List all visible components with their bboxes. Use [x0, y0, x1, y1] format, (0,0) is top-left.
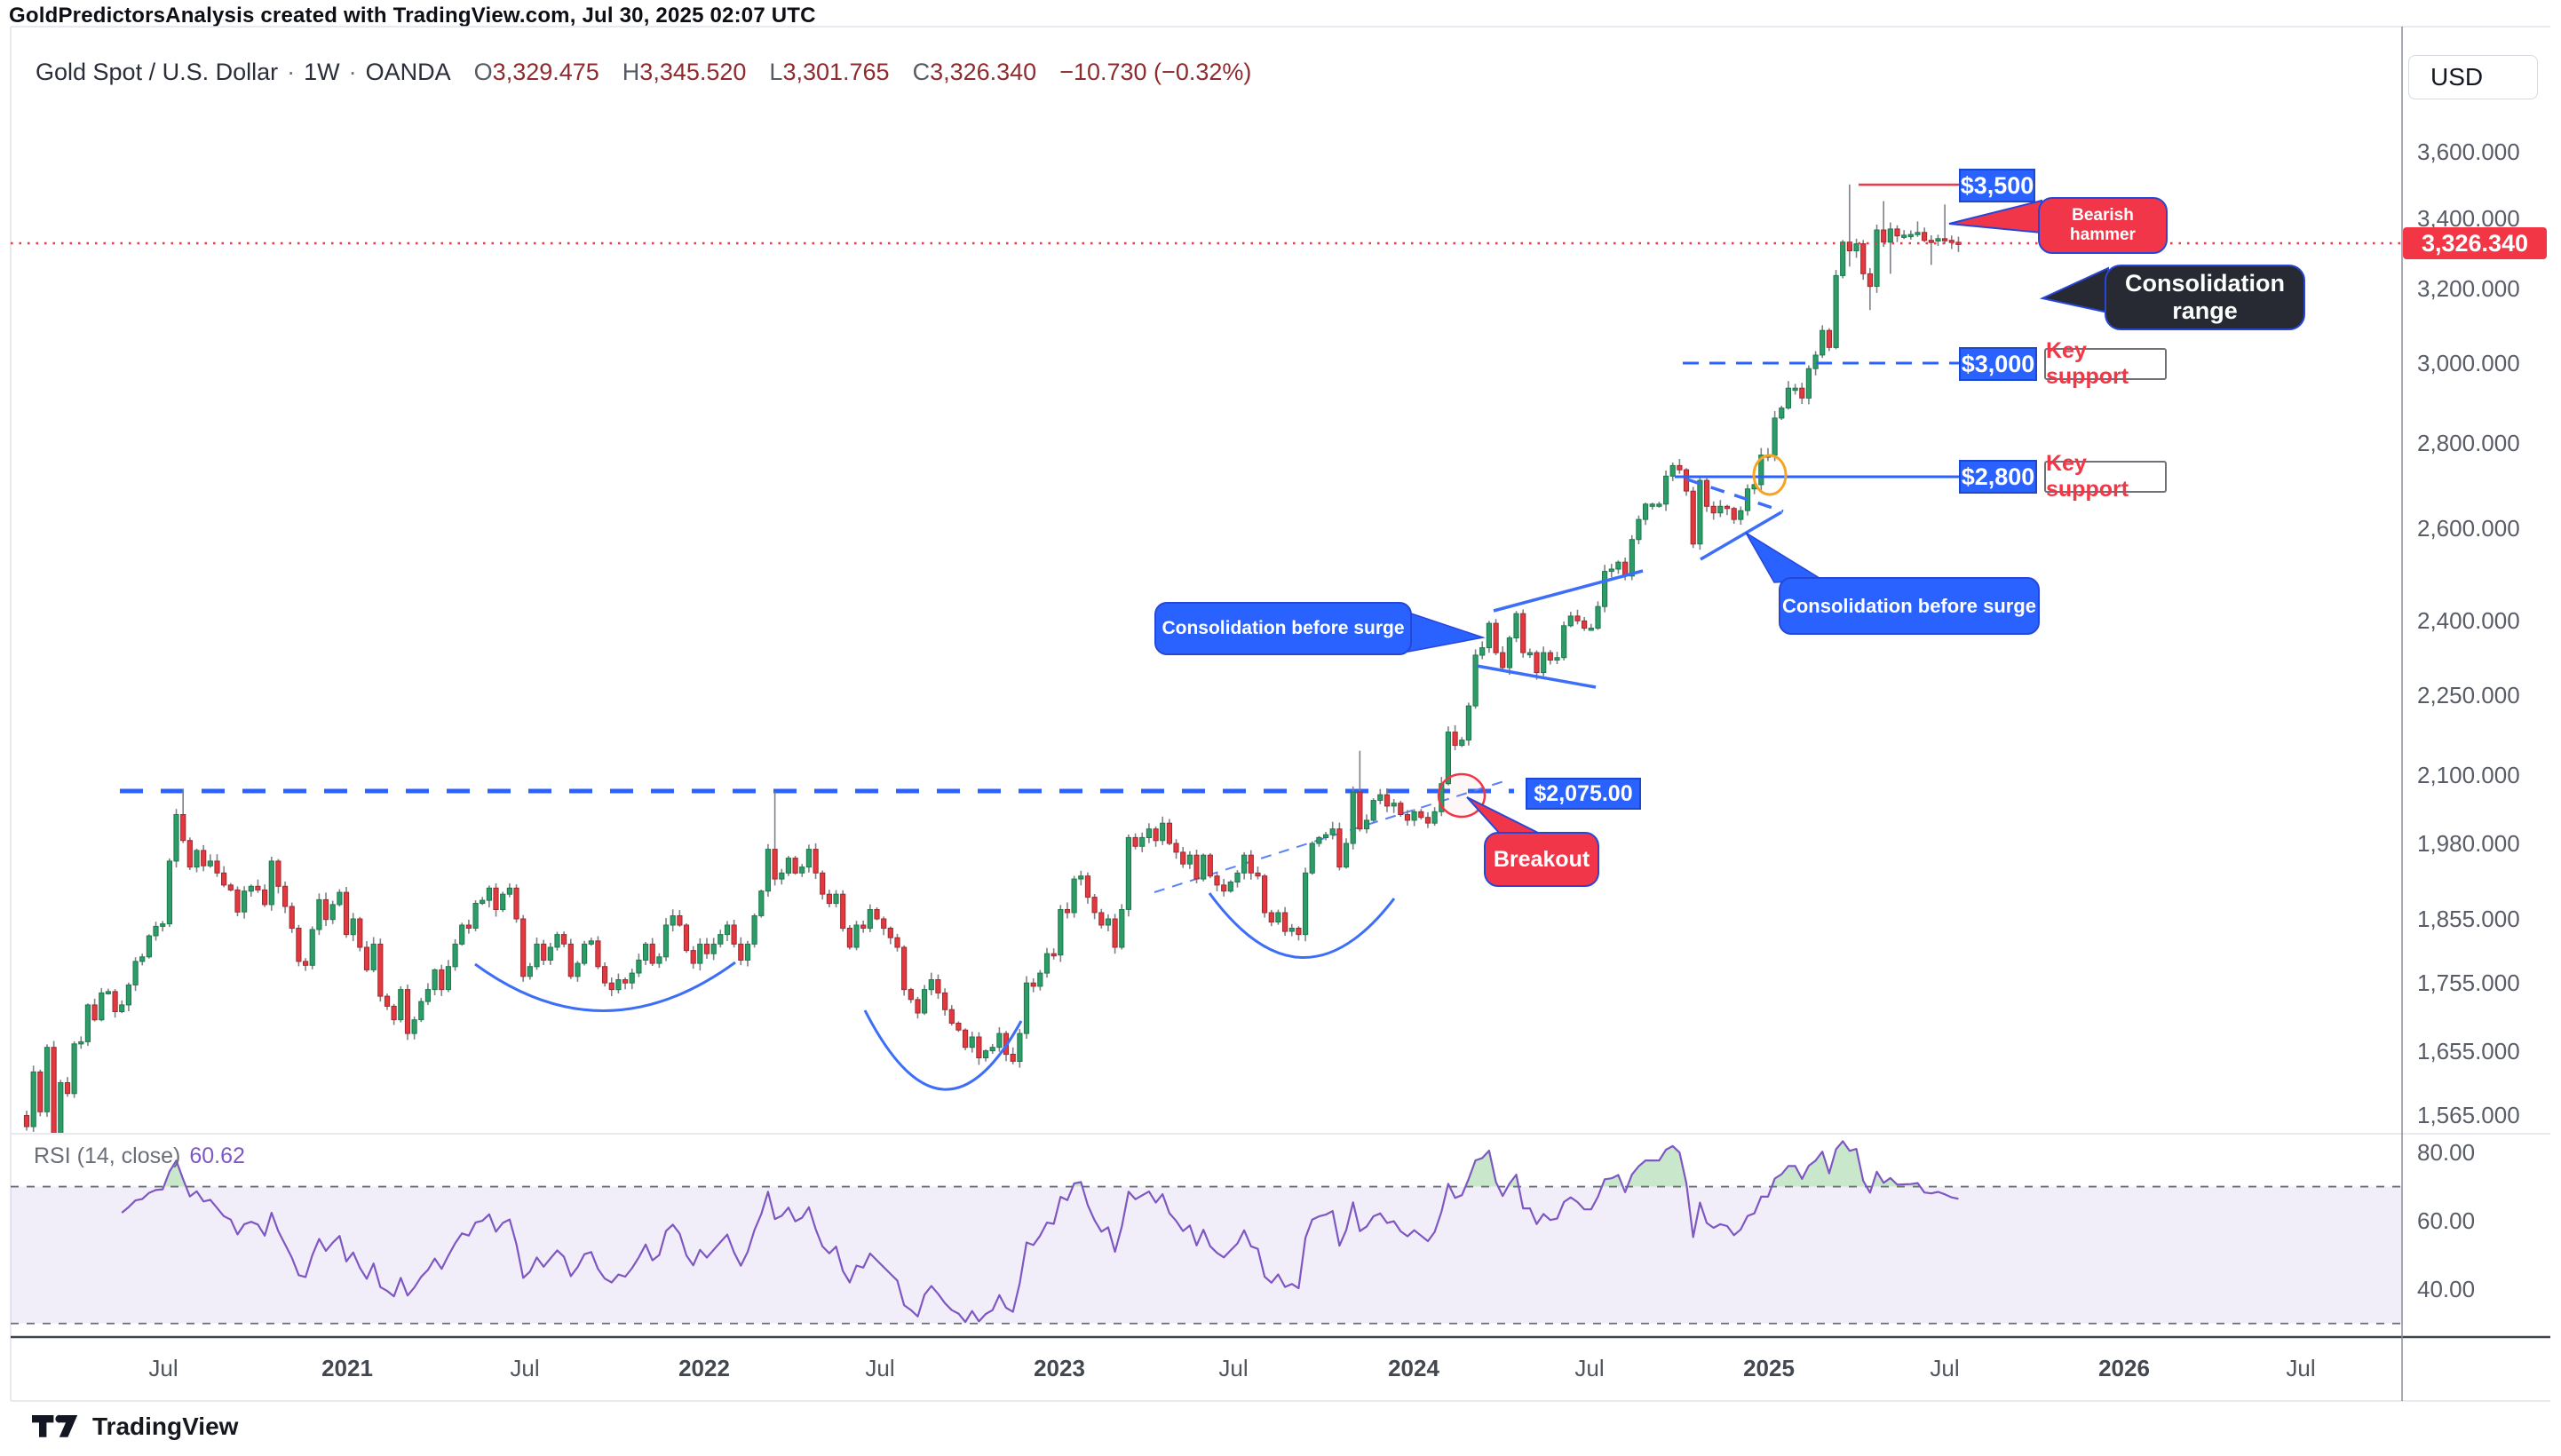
rsi-axis-label: 60.00 [2417, 1207, 2476, 1235]
time-axis-label: Jul [2286, 1355, 2316, 1381]
callout-breakout[interactable]: Breakout [1484, 832, 1599, 887]
attribution-text: GoldPredictorsAnalysis created with Trad… [9, 4, 816, 28]
price-axis-label: 1,565.000 [2417, 1102, 2520, 1129]
price-axis-label: 2,800.000 [2417, 429, 2520, 456]
key-support-2800[interactable]: Key support [2044, 451, 2167, 502]
time-axis-label: Jul [1218, 1355, 1249, 1381]
separator-dot: · [348, 59, 357, 85]
price-label-3000[interactable]: $3,000 [1959, 347, 2037, 381]
time-axis-label: 2022 [678, 1355, 730, 1381]
price-axis-label: 2,100.000 [2417, 762, 2520, 789]
ohlc-close: C3,326.340 [912, 59, 1037, 85]
price-axis-label: 3,200.000 [2417, 274, 2520, 302]
price-axis-label: 3,400.000 [2417, 204, 2520, 232]
callout-consolidation-range[interactable]: Consolidation range [2105, 265, 2305, 330]
price-axis-label: 2,600.000 [2417, 515, 2520, 542]
ohlc-low: L3,301.765 [769, 59, 890, 85]
callout-bearish-hammer[interactable]: Bearish hammer [2038, 197, 2168, 254]
currency-toggle-button[interactable]: USD [2408, 55, 2538, 99]
symbol-title[interactable]: Gold Spot / U.S. Dollar [36, 59, 279, 85]
rsi-axis-label: 80.00 [2417, 1139, 2476, 1166]
time-axis-label: Jul [865, 1355, 895, 1381]
exchange-label: OANDA [365, 59, 451, 85]
price-axis-label: 3,600.000 [2417, 138, 2520, 166]
ohlc-high: H3,345.520 [622, 59, 747, 85]
callout-consolidation-before-surge-2[interactable]: Consolidation before surge [1779, 577, 2040, 635]
rsi-value: 60.62 [189, 1143, 245, 1168]
tradingview-logo[interactable]: TradingView [30, 1408, 238, 1445]
price-label-2800[interactable]: $2,800 [1959, 460, 2037, 494]
interval-label[interactable]: 1W [304, 59, 340, 85]
ohlc-open: O3,329.475 [473, 59, 599, 85]
time-axis-label: 2021 [321, 1355, 373, 1381]
price-label-2075[interactable]: $2,075.00 [1526, 778, 1641, 810]
time-axis-label: 2026 [2098, 1355, 2150, 1381]
key-support-3000[interactable]: Key support [2044, 338, 2167, 389]
time-axis-label: Jul [1930, 1355, 1960, 1381]
rsi-indicator-label[interactable]: RSI (14, close) 60.62 [34, 1143, 245, 1168]
time-axis-label: Jul [148, 1355, 178, 1381]
price-axis-label: 1,980.000 [2417, 830, 2520, 857]
rsi-axis-label: 40.00 [2417, 1276, 2476, 1303]
time-axis-label: 2023 [1034, 1355, 1085, 1381]
callout-consolidation-before-surge-1[interactable]: Consolidation before surge [1154, 602, 1412, 655]
symbol-info-bar: Gold Spot / U.S. Dollar · 1W · OANDA O3,… [36, 59, 1251, 86]
price-axis-label: 2,250.000 [2417, 682, 2520, 709]
time-axis-label: Jul [1574, 1355, 1605, 1381]
separator-dot: · [287, 59, 296, 85]
tradingview-logo-icon [32, 1414, 78, 1437]
price-axis-label: 1,655.000 [2417, 1037, 2520, 1064]
time-axis-label: Jul [510, 1355, 540, 1381]
price-axis-label: 1,755.000 [2417, 969, 2520, 997]
current-price-badge: 3,326.340 [2403, 227, 2547, 259]
time-axis-label: 2024 [1388, 1355, 1439, 1381]
change-value: −10.730 (−0.32%) [1059, 59, 1252, 85]
price-axis-label: 1,855.000 [2417, 905, 2520, 932]
price-label-3500[interactable]: $3,500 [1959, 169, 2035, 202]
price-axis-label: 2,400.000 [2417, 607, 2520, 635]
time-axis-label: 2025 [1743, 1355, 1795, 1381]
price-axis-label: 3,000.000 [2417, 349, 2520, 376]
